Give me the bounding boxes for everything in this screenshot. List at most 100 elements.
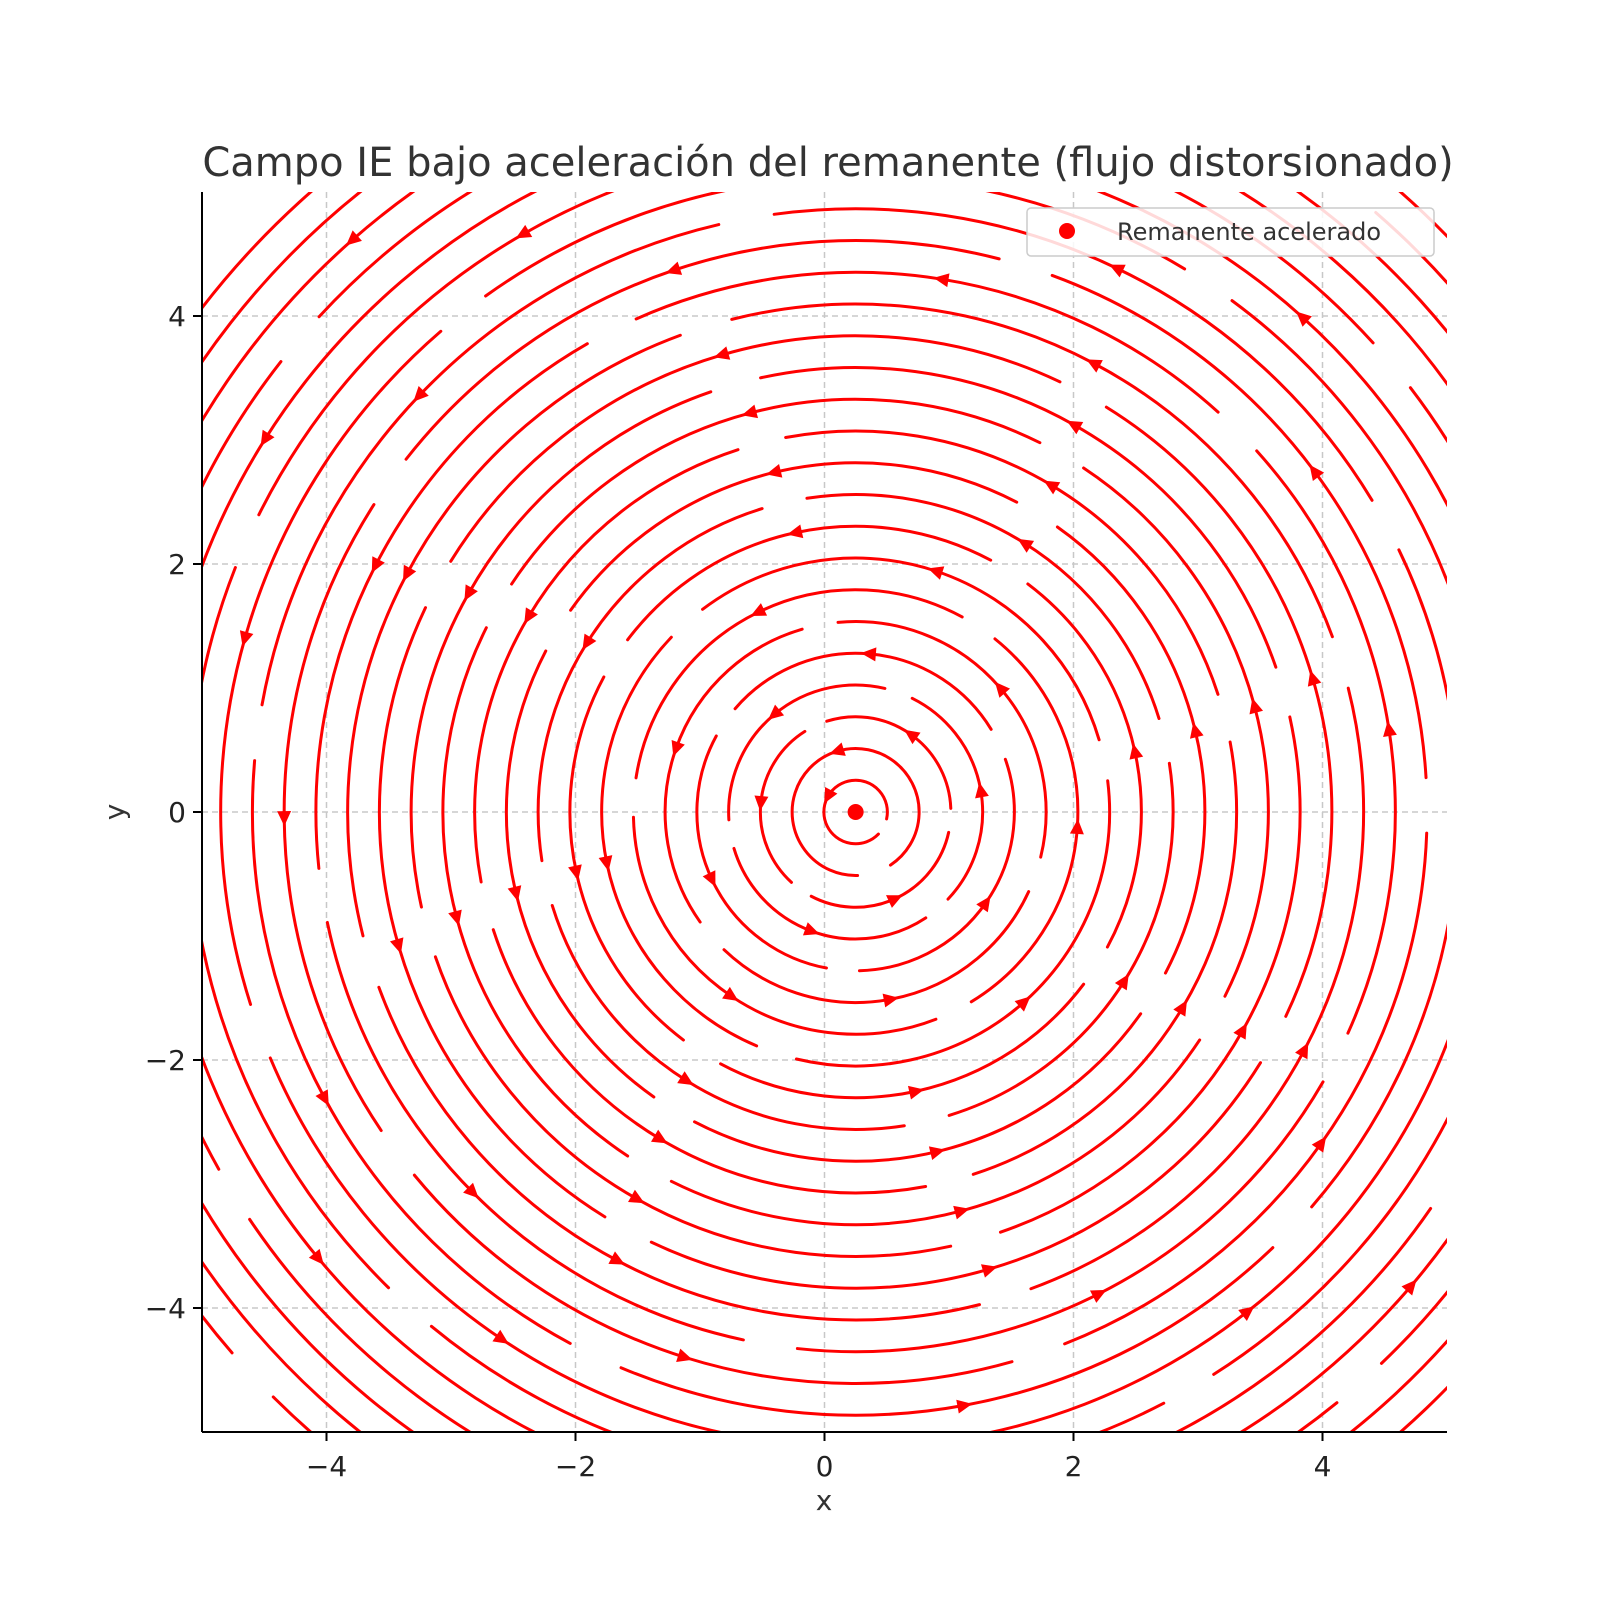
x-axis-label: x [816, 1484, 833, 1517]
streamline [600, 635, 759, 1048]
stream-arrow [722, 986, 739, 1001]
stream-arrow [1086, 359, 1103, 373]
streamline [491, 928, 928, 1195]
stream-arrow [315, 1089, 329, 1106]
streamline [1374, 210, 1447, 286]
stream-arrow [741, 404, 759, 419]
stream-arrow [1233, 1023, 1247, 1040]
streamline [1212, 1116, 1447, 1376]
streamline [634, 588, 964, 780]
stream-arrows [239, 224, 1417, 1414]
stream-arrow [886, 895, 903, 908]
streamline [758, 729, 807, 884]
stream-arrow [956, 1399, 973, 1414]
chart-title: Campo IE bajo aceleración del remanente … [202, 140, 1453, 186]
streamline [910, 696, 985, 901]
streamline [1026, 582, 1143, 949]
stream-arrow [1114, 973, 1129, 991]
streamline [568, 675, 685, 1042]
stream-arrow [308, 1248, 324, 1265]
stream-arrow [829, 742, 846, 756]
streamline [727, 683, 887, 822]
stream-arrow [1173, 1000, 1187, 1017]
stream-arrow [1089, 1289, 1107, 1303]
y-tick-label: −4 [145, 1292, 186, 1325]
streamline [794, 779, 1112, 1068]
x-tick-label: −4 [306, 1450, 347, 1483]
stream-arrow [860, 647, 877, 662]
stream-arrow [1189, 722, 1204, 739]
stream-arrow [413, 386, 429, 402]
stream-arrow [768, 704, 785, 720]
streamline [719, 982, 1086, 1100]
y-tick-label: 2 [168, 548, 186, 581]
legend-label: Remanente acelerado [1117, 218, 1381, 246]
streamline [626, 524, 993, 642]
stream-arrow [980, 1264, 998, 1278]
streamline [701, 556, 1101, 742]
stream-arrow [524, 607, 538, 624]
stream-arrow [676, 1348, 693, 1362]
x-tick-label: −2 [555, 1450, 596, 1483]
stream-arrow [1069, 818, 1084, 835]
streamline [1082, 466, 1270, 998]
stream-arrow [651, 1129, 668, 1144]
stream-arrow [582, 633, 597, 651]
streamline [317, 192, 473, 319]
stream-arrow [702, 870, 716, 887]
streamline [202, 565, 391, 1290]
y-axis-label: y [98, 804, 131, 821]
streamline [412, 1173, 1014, 1385]
stream-arrow [598, 855, 613, 872]
stream-arrow [1238, 1306, 1255, 1321]
y-ticks: −4 −2 0 2 4 [145, 300, 202, 1325]
stream-arrow [994, 681, 1011, 698]
streamline [1238, 1237, 1447, 1432]
streamline [1408, 386, 1447, 444]
stream-arrow [507, 885, 522, 902]
stream-arrow [1109, 264, 1126, 278]
stream-arrow [346, 230, 362, 246]
stream-arrow [1249, 698, 1264, 715]
streamline [282, 503, 383, 1133]
stream-arrow [677, 1071, 694, 1086]
stream-arrow [665, 261, 683, 275]
stream-arrow [1309, 464, 1325, 481]
stream-arrow [1307, 670, 1322, 687]
streamline [429, 1324, 1166, 1432]
x-tick-label: 2 [1065, 1450, 1083, 1483]
stream-arrow [802, 922, 820, 936]
stream-arrow [277, 811, 292, 827]
stream-arrow [463, 1182, 479, 1199]
streamline [1295, 1401, 1339, 1432]
stream-arrow [927, 566, 945, 580]
streamline [825, 715, 953, 810]
stream-arrow [448, 909, 462, 926]
stream-arrow [1129, 743, 1144, 760]
y-tick-label: −2 [145, 1044, 186, 1077]
stream-arrow [824, 786, 838, 804]
legend: Remanente acelerado [1026, 207, 1435, 257]
stream-arrow [608, 1251, 625, 1265]
streamline [510, 397, 1042, 586]
streamline [1398, 1385, 1447, 1432]
streamline [857, 757, 1016, 973]
x-tick-label: 0 [816, 1450, 834, 1483]
stream-arrow [568, 864, 582, 881]
streamline [260, 223, 721, 707]
streamline [1348, 1339, 1447, 1432]
stream-arrow [1296, 311, 1312, 327]
streamline [314, 342, 589, 870]
streamline [1379, 1289, 1447, 1365]
streamline [1173, 1207, 1433, 1432]
stream-arrow [1401, 1279, 1417, 1296]
stream-arrow [464, 584, 478, 601]
stream-arrow [389, 937, 404, 954]
legend-box [1026, 207, 1435, 257]
stream-arrow [766, 464, 783, 478]
stream-arrow [1066, 420, 1084, 435]
streamline [202, 1200, 416, 1432]
stream-arrow [754, 795, 769, 812]
streamline [1310, 548, 1447, 1209]
stream-arrow [713, 346, 731, 360]
